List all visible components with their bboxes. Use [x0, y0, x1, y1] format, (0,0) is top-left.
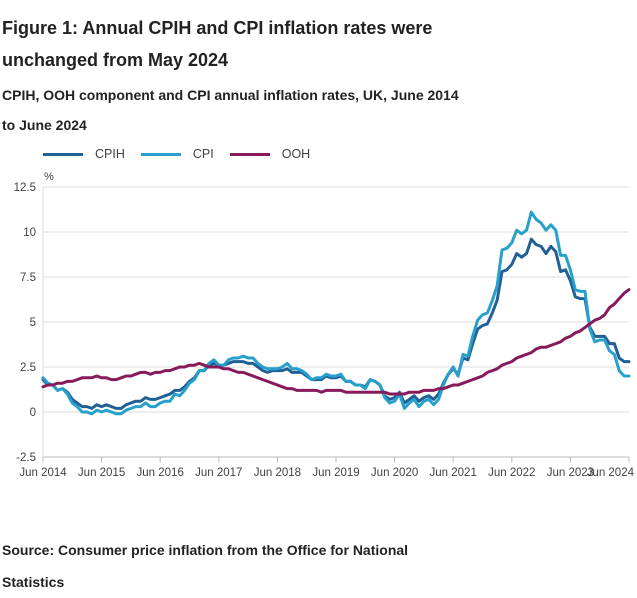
y-axis-tick-label: 12.5 [14, 182, 36, 194]
x-axis-tick-label: Jun 2018 [254, 467, 301, 479]
x-axis-tick-label: Jun 2023 [547, 467, 594, 479]
x-axis-tick-label: Jun 2022 [488, 467, 535, 479]
legend-label-ooh: OOH [281, 147, 311, 161]
figure-subtitle: CPIH, OOH component and CPI annual infla… [2, 87, 459, 133]
ooh-line-swatch-icon [229, 152, 270, 156]
series-line-cpih [41, 237, 631, 410]
y-axis-tick-label: 10 [23, 227, 36, 239]
x-axis-tick-label: Jun 2017 [195, 467, 242, 479]
line-chart: 12.5 10 7.5 5 2.5 0 -2.5% Jun 2014 Jun 2015 Jun 2… [14, 171, 635, 479]
y-axis-tick-label: 7.5 [20, 272, 36, 284]
x-axis-tick-label: Jun 2016 [137, 467, 184, 479]
x-axis-tick-label: Jun 2019 [312, 467, 359, 479]
series-line-cpi [41, 210, 631, 416]
legend-label-cpih: CPIH [95, 147, 125, 161]
series-line-ooh [41, 288, 631, 396]
y-axis-tick-label: 2.5 [20, 362, 36, 374]
y-axis-tick-label: 0 [30, 407, 36, 419]
figure-title: Figure 1: Annual CPIH and CPI inflation … [2, 18, 433, 70]
legend-item-cpi[interactable]: CPI [140, 147, 214, 161]
y-axis-unit-label: % [44, 171, 54, 183]
source-note: Source: Consumer price inflation from th… [2, 542, 409, 590]
x-axis-tick-label: Jun 2015 [78, 467, 125, 479]
legend-item-ooh[interactable]: OOH [229, 147, 311, 161]
y-axis-tick-label: 5 [30, 317, 36, 329]
x-axis-tick-label: Jun 2021 [430, 467, 477, 479]
x-axis-tick-label: Jun 2020 [371, 467, 418, 479]
y-axis-tick-label: -2.5 [16, 452, 36, 464]
cpi-line-swatch-icon [140, 152, 181, 156]
cpih-line-swatch-icon [43, 152, 83, 156]
legend-item-cpih[interactable]: CPIH [43, 147, 125, 161]
x-axis-tick-label: Jun 2014 [19, 467, 67, 479]
legend-label-cpi: CPI [192, 147, 214, 161]
x-axis-tick-label: Jun 2024 [587, 467, 635, 479]
chart-legend: CPIH CPI OOH [43, 147, 326, 161]
